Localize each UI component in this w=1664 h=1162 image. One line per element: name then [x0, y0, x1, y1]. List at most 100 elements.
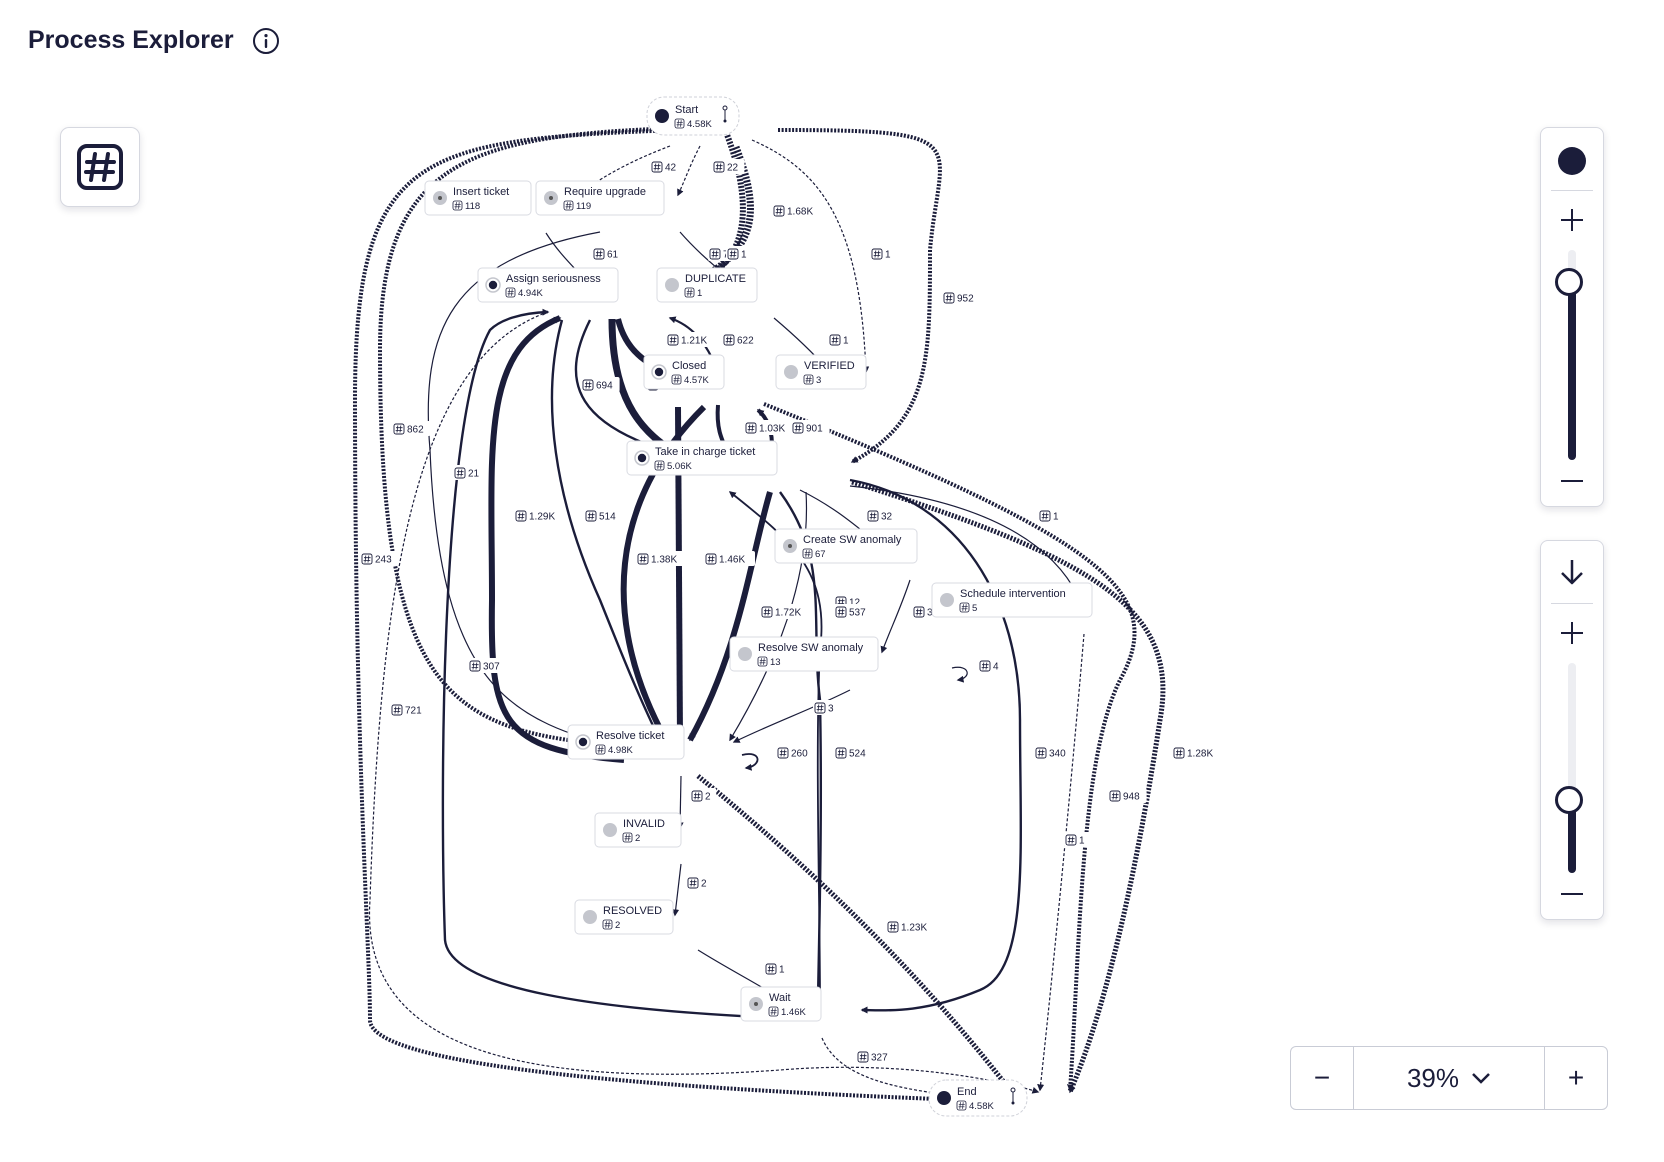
node-box	[775, 354, 867, 390]
node-dot	[940, 593, 954, 607]
edge-count: 537	[849, 608, 866, 619]
path-sort-button[interactable]	[1541, 557, 1603, 587]
edge-start-to-verified[interactable]	[751, 139, 870, 374]
hash-icon	[469, 660, 481, 672]
node-count: 67	[815, 549, 826, 560]
node-box	[931, 582, 1093, 618]
hash-icon	[674, 118, 685, 129]
node-invalid[interactable]: INVALID 2	[594, 812, 682, 848]
paths-increase-button[interactable]	[1541, 620, 1603, 646]
edge-assign-to-end[interactable]	[368, 311, 1040, 1094]
edge-createsw-to-resolvesw[interactable]	[880, 579, 911, 654]
edge-count: 1.38K	[651, 555, 677, 566]
edge-assign-to-resolve[interactable]	[550, 319, 662, 742]
node-upgrade[interactable]: Require upgrade 119	[535, 180, 665, 216]
node-label: Resolve SW anomaly	[758, 642, 864, 654]
zoom-level-select[interactable]: 39%	[1354, 1047, 1545, 1109]
hash-icon	[585, 510, 597, 522]
node-label: RESOLVED	[603, 905, 662, 917]
paths-slider-thumb[interactable]	[1555, 785, 1583, 814]
activities-slider-thumb[interactable]	[1555, 267, 1583, 296]
path-filter-panel	[1540, 540, 1604, 920]
metric-toggle-button[interactable]	[60, 127, 140, 207]
edge-label: 2	[686, 875, 713, 890]
minus-icon	[1561, 480, 1583, 482]
edge-take-to-wait[interactable]	[849, 478, 1023, 1014]
edge-label: 307	[468, 658, 507, 673]
node-take[interactable]: Take in charge ticket 5.06K	[626, 440, 778, 476]
edge-label-bg	[942, 290, 981, 305]
edge-label-bg	[834, 604, 873, 619]
edge-label: 243	[360, 551, 399, 566]
node-duplicate[interactable]: DUPLICATE 1	[656, 267, 758, 303]
edge-start-to-upgrade[interactable]	[677, 145, 701, 197]
node-wait[interactable]: Wait 1.46K	[740, 986, 822, 1022]
activities-slider-track[interactable]	[1555, 250, 1583, 460]
edge-label: 901	[791, 420, 830, 435]
node-end[interactable]: End 4.58K	[928, 1079, 1028, 1117]
edge-label: 1.23K	[886, 919, 937, 934]
edge-start-to-end[interactable]	[352, 128, 964, 1104]
chevron-down-icon	[1472, 1073, 1490, 1084]
edge-label-bg	[514, 508, 565, 523]
hash-icon	[593, 248, 605, 260]
node-assign[interactable]: Assign seriousness 4.94K	[477, 267, 619, 303]
info-circle-icon[interactable]	[252, 27, 280, 55]
edge-label: 22	[712, 159, 745, 174]
edge-label-bg	[776, 745, 815, 760]
zoom-in-button[interactable]: +	[1545, 1047, 1607, 1109]
node-count: 1	[697, 288, 702, 299]
edge-take-to-resolve[interactable]	[687, 491, 773, 742]
filled-circle-icon	[1558, 147, 1586, 175]
edge-take-to-schedule[interactable]	[849, 485, 1079, 598]
node-createsw[interactable]: Create SW anomaly 67	[774, 528, 918, 564]
node-resolved[interactable]: RESOLVED 2	[574, 899, 674, 935]
node-box	[643, 354, 725, 390]
hash-icon	[77, 144, 123, 190]
hash-icon	[803, 374, 814, 385]
edge-resolvesw-to-resolve[interactable]	[732, 689, 851, 743]
zoom-out-button[interactable]: −	[1291, 1047, 1354, 1109]
edge-resolvesw-to-resolvesw[interactable]	[951, 666, 968, 683]
node-count: 119	[576, 201, 591, 212]
node-label: End	[957, 1086, 977, 1098]
node-closed[interactable]: Closed 4.57K	[643, 354, 725, 390]
edge-label: 1	[870, 246, 897, 261]
edge-label-bg	[722, 332, 761, 347]
edge-take-to-end[interactable]	[851, 479, 1166, 1094]
edge-count: 1.21K	[681, 336, 707, 347]
edge-count: 514	[599, 512, 616, 523]
node-start[interactable]: Start 4.58K	[646, 96, 740, 136]
node-schedule[interactable]: Schedule intervention 5	[931, 582, 1093, 618]
edge-start-to-resolve[interactable]	[377, 126, 681, 750]
node-box	[567, 724, 685, 760]
edge-start-to-take[interactable]	[777, 128, 942, 464]
edge-label: 4	[978, 658, 1005, 673]
paths-slider-track[interactable]	[1555, 663, 1583, 873]
edge-closed-to-end[interactable]	[763, 402, 1137, 1092]
edge-schedule-to-end[interactable]	[1037, 633, 1085, 1092]
edge-start-to-insert[interactable]	[572, 145, 671, 197]
node-label: Create SW anomaly	[803, 534, 902, 546]
edge-label: 260	[776, 745, 815, 760]
node-resolve[interactable]: Resolve ticket 4.98K	[567, 724, 685, 760]
edge-resolve-to-assign[interactable]	[488, 315, 625, 763]
node-count: 4.94K	[518, 288, 543, 299]
edge-count: 1.72K	[775, 608, 801, 619]
node-count: 13	[770, 657, 781, 668]
edge-label: 694	[581, 377, 620, 392]
edge-resolve-to-end[interactable]	[696, 774, 1012, 1092]
paths-decrease-button[interactable]	[1541, 881, 1603, 907]
activities-decrease-button[interactable]	[1541, 468, 1603, 494]
node-display-button[interactable]	[1541, 146, 1603, 176]
node-insert[interactable]: Insert ticket 118	[424, 180, 532, 216]
edge-invalid-to-resolved[interactable]	[672, 863, 682, 917]
edge-wait-to-assign[interactable]	[441, 308, 781, 1020]
edge-count: 1	[1079, 836, 1085, 847]
activities-increase-button[interactable]	[1541, 207, 1603, 233]
edge-resolve-to-resolve[interactable]	[741, 753, 759, 771]
node-verified[interactable]: VERIFIED 3	[775, 354, 867, 390]
edge-upgrade-to-resolve[interactable]	[427, 231, 626, 752]
node-resolvesw[interactable]: Resolve SW anomaly 13	[729, 636, 879, 672]
